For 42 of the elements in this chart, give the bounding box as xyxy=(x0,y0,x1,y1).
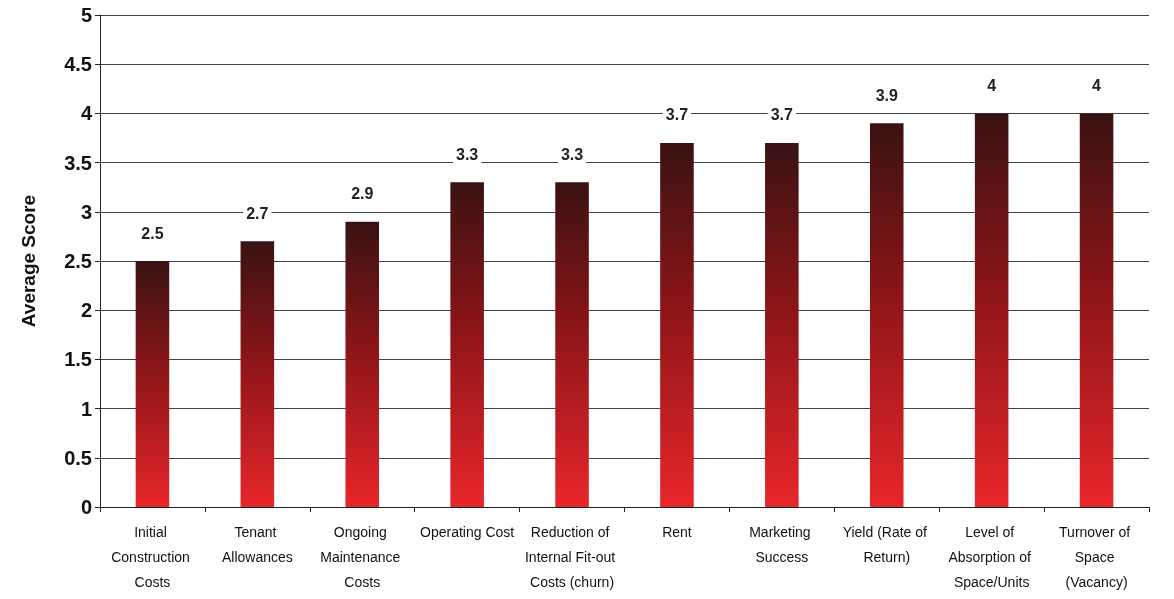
data-label: 3.7 xyxy=(665,106,689,124)
bar xyxy=(974,113,1009,507)
y-tick-label: 4 xyxy=(80,102,93,125)
bar xyxy=(869,123,904,507)
x-tick-label: Marketing Success xyxy=(749,523,815,565)
data-label: 2.7 xyxy=(246,204,269,222)
y-tick-label: 4.5 xyxy=(64,53,92,76)
y-tick-label: 5 xyxy=(80,4,92,26)
y-axis-title: Average Score xyxy=(18,194,39,328)
y-tick-label: 3.5 xyxy=(64,151,92,174)
x-tick-label: Yield (Rate of Return) xyxy=(842,523,931,565)
y-tick-label: 2.5 xyxy=(64,250,92,272)
data-label: 3.7 xyxy=(770,106,794,124)
bar xyxy=(135,261,170,507)
data-label: 4 xyxy=(1092,76,1102,94)
data-label: 3.9 xyxy=(875,86,898,104)
y-tick-label: 2 xyxy=(80,299,92,322)
x-tick-label: Initial Construction Costs xyxy=(111,523,194,590)
y-tick-label: 0.5 xyxy=(64,446,92,469)
y-tick-label: 1 xyxy=(80,397,92,420)
x-tick-label: Tenant Allowances xyxy=(221,523,293,565)
bar xyxy=(240,241,275,507)
x-tick-label: Operating Cost xyxy=(420,523,515,540)
bar xyxy=(660,142,694,507)
y-tick-label: 3 xyxy=(80,200,92,223)
bar xyxy=(450,182,484,507)
bar xyxy=(765,142,799,507)
x-tick-label: Reduction of Internal Fit-out Costs (churn) xyxy=(524,523,620,590)
bar xyxy=(1079,113,1114,507)
bar xyxy=(345,221,380,507)
data-label: 2.9 xyxy=(351,185,374,203)
data-label: 2.5 xyxy=(141,224,164,242)
x-tick-label: Level of Absorption of Space/Units xyxy=(948,523,1035,590)
data-label: 3.3 xyxy=(456,145,479,163)
x-tick-label: Turnover of Space (Vacancy) xyxy=(1059,523,1135,590)
data-label: 3.3 xyxy=(560,145,584,163)
y-tick-label: 0 xyxy=(80,496,92,518)
x-tick-label: Rent xyxy=(662,523,692,540)
data-label: 4 xyxy=(987,76,997,94)
y-tick-label: 1.5 xyxy=(64,348,92,371)
bar xyxy=(555,182,589,507)
x-tick-label: Ongoing Maintenance Costs xyxy=(320,523,405,590)
